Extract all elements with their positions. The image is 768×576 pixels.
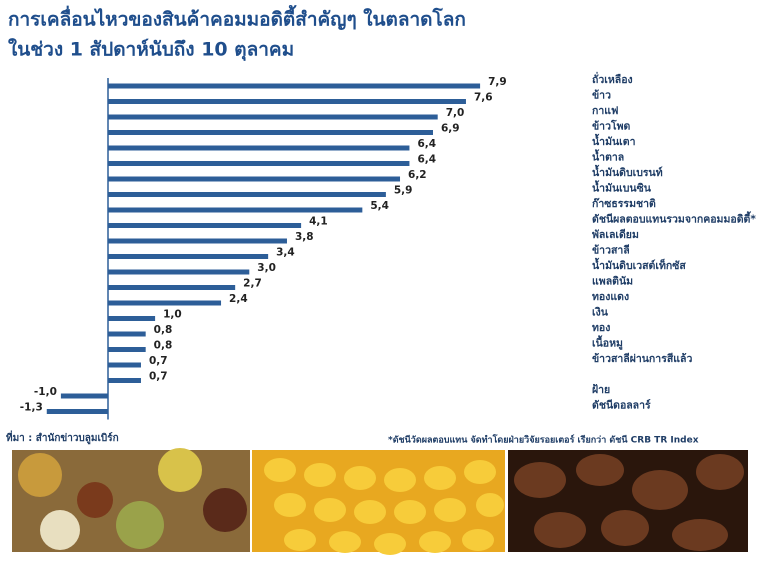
bean-pile [77, 482, 113, 518]
bar [108, 192, 386, 197]
bar [108, 114, 438, 120]
value-label: 5,9 [394, 185, 413, 197]
bar [108, 331, 146, 337]
value-label: -1,3 [20, 402, 43, 414]
bar [108, 300, 222, 306]
bar [108, 83, 481, 89]
bar [108, 362, 141, 368]
bar [108, 285, 236, 290]
bar [108, 99, 466, 104]
bar [108, 176, 401, 182]
footnote: *ดัชนีวัดผลตอบแทน จัดทำโดยฝ่ายวิจัยรอยเต… [388, 434, 699, 446]
bar [108, 316, 156, 321]
value-label: 5,4 [370, 200, 389, 212]
category-label: น้ำมันเตา [592, 133, 636, 148]
value-label: 4,1 [309, 216, 328, 228]
value-label: 7,0 [446, 107, 465, 119]
value-label: 0,8 [154, 324, 173, 336]
value-label: 1,0 [163, 309, 182, 321]
category-label: น้ำตาล [592, 149, 624, 164]
category-label: ข้าวสาลีผ่านการสีแล้ว [592, 352, 692, 365]
photos [12, 448, 748, 555]
bar [46, 409, 108, 414]
value-label: 2,7 [243, 278, 262, 290]
bar [108, 254, 269, 259]
coffee-beans [514, 454, 744, 551]
category-label: ดัชนีดอลลาร์ [592, 399, 651, 412]
value-label: 2,4 [229, 293, 248, 305]
bar [108, 269, 250, 275]
value-label: 7,9 [488, 76, 507, 88]
bar [108, 130, 433, 135]
bean-pile [18, 453, 62, 497]
category-label: กาแฟ [592, 105, 618, 117]
bar [60, 393, 108, 399]
value-label: -1,0 [34, 386, 57, 398]
value-label: 3,0 [257, 262, 276, 274]
category-label: เนื้อหมู [592, 335, 623, 351]
category-label: พัลเลเดียม [592, 228, 639, 241]
value-label: 0,7 [149, 355, 168, 367]
source: ที่มา : สำนักข่าวบลูมเบิร์ก [6, 430, 119, 445]
bean-pile [158, 448, 202, 492]
category-label: ก๊าซธรรมชาติ [592, 197, 656, 210]
value-label: 6,2 [408, 169, 427, 181]
value-label: 6,4 [417, 154, 436, 166]
value-label: 3,8 [295, 231, 314, 243]
value-label: 7,6 [474, 92, 493, 104]
bar [108, 145, 410, 151]
value-label: 0,7 [149, 371, 168, 383]
category-label: ทอง [592, 322, 610, 334]
category-label: ทองแดง [592, 291, 629, 303]
category-label: น้ำมันเบนซิน [592, 180, 652, 195]
value-label: 6,9 [441, 123, 460, 135]
category-label: ดัชนีผลตอบแทนรวมจากคอมมอดิตี้* [592, 211, 756, 226]
bean-pile [116, 501, 164, 549]
value-label: 0,8 [154, 340, 173, 352]
category-label: เงิน [592, 307, 609, 319]
category-label: ถั่วเหลือง [592, 71, 633, 86]
corn-kernels [264, 458, 504, 555]
category-label: ฝ้าย [592, 383, 610, 396]
bar [108, 161, 410, 166]
category-label: ข้าวสาลี [592, 244, 630, 257]
bean-pile [203, 488, 247, 532]
bar [108, 207, 363, 213]
category-label: น้ำมันดิบเบรนท์ [592, 164, 663, 179]
category-label: ข้าวโพด [592, 120, 631, 133]
chart-title: การเคลื่อนไหวของสินค้าคอมมอดิตี้สำคัญๆ ใ… [8, 5, 466, 31]
value-label: 6,4 [417, 138, 436, 150]
bar [108, 347, 146, 352]
category-label: แพลตินัม [592, 276, 633, 288]
chart-subtitle: ในช่วง 1 สัปดาห์นับถึง 10 ตุลาคม [8, 38, 294, 62]
value-label: 3,4 [276, 247, 295, 259]
category-label: น้ำมันดิบเวสต์เท็กซัส [592, 257, 686, 272]
bean-pile [40, 510, 80, 550]
bar [108, 378, 141, 383]
bar [108, 238, 287, 244]
category-label: ข้าว [592, 89, 611, 102]
bar [108, 223, 302, 228]
